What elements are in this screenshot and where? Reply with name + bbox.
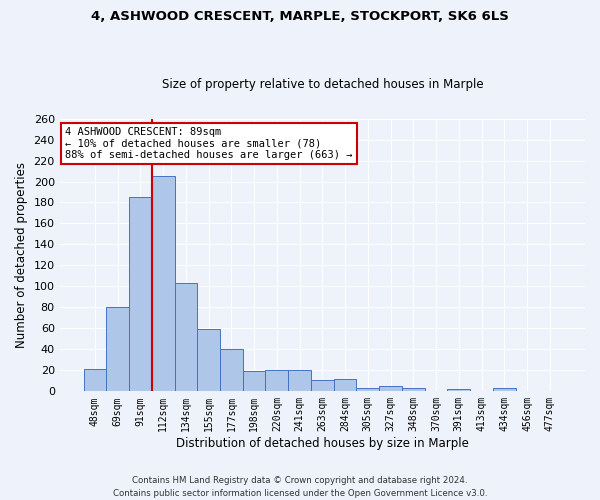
Bar [334, 378, 356, 392]
Bar [356, 388, 379, 392]
Bar [220, 350, 243, 392]
Bar [265, 370, 288, 392]
Bar [129, 197, 152, 392]
Text: 4 ASHWOOD CRESCENT: 89sqm
← 10% of detached houses are smaller (78)
88% of semi-: 4 ASHWOOD CRESCENT: 89sqm ← 10% of detac… [65, 126, 352, 160]
Bar [448, 389, 470, 392]
Bar [402, 388, 425, 392]
Bar [175, 284, 197, 392]
Title: Size of property relative to detached houses in Marple: Size of property relative to detached ho… [161, 78, 483, 91]
Bar [493, 388, 515, 392]
Bar [243, 372, 265, 392]
Y-axis label: Number of detached properties: Number of detached properties [15, 162, 28, 348]
Bar [152, 176, 175, 392]
Bar [106, 308, 129, 392]
Bar [83, 370, 106, 392]
Bar [197, 330, 220, 392]
X-axis label: Distribution of detached houses by size in Marple: Distribution of detached houses by size … [176, 437, 469, 450]
Bar [288, 370, 311, 392]
Bar [379, 386, 402, 392]
Bar [311, 380, 334, 392]
Text: 4, ASHWOOD CRESCENT, MARPLE, STOCKPORT, SK6 6LS: 4, ASHWOOD CRESCENT, MARPLE, STOCKPORT, … [91, 10, 509, 23]
Text: Contains HM Land Registry data © Crown copyright and database right 2024.
Contai: Contains HM Land Registry data © Crown c… [113, 476, 487, 498]
